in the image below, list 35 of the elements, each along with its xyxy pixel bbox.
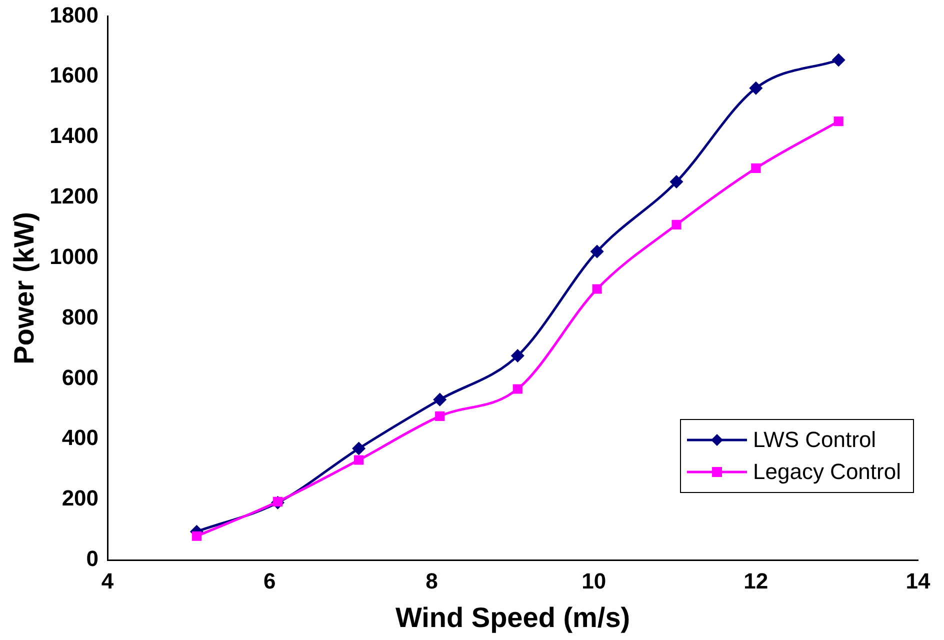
y-tick-label: 1400	[50, 123, 99, 148]
x-tick-label: 8	[426, 568, 438, 594]
x-tick-label: 10	[582, 568, 606, 594]
point	[750, 82, 762, 94]
point	[670, 176, 683, 188]
x-axis-title: Wind Speed (m/s)	[395, 602, 630, 633]
point	[590, 245, 604, 258]
y-axis-title: Power (kW)	[8, 212, 40, 364]
point	[511, 350, 524, 362]
y-tick-label: 400	[62, 425, 99, 450]
point	[352, 442, 366, 455]
point	[834, 116, 844, 126]
legend-label: LWS Control	[753, 426, 876, 453]
y-tick-label: 200	[62, 486, 99, 511]
point	[434, 393, 446, 406]
x-tick-label: 6	[264, 568, 276, 594]
y-tick-label: 1200	[50, 184, 99, 209]
y-tick-label: 0	[86, 546, 99, 572]
y-tick-label: 600	[62, 364, 99, 390]
y-tick-label: 1800	[50, 2, 99, 28]
y-tick-label: 1600	[50, 62, 99, 88]
point	[832, 54, 845, 66]
point	[592, 284, 602, 294]
point	[512, 384, 522, 394]
point	[672, 220, 682, 230]
y-tick-label: 800	[62, 304, 99, 330]
point	[354, 455, 364, 465]
point	[751, 163, 761, 173]
y-tick-label: 1000	[50, 244, 99, 269]
point	[192, 531, 202, 541]
legend-label: Legacy Control	[753, 458, 901, 485]
x-tick-label: 4	[101, 568, 114, 594]
x-tick-label: 12	[744, 568, 768, 594]
point	[435, 411, 445, 421]
x-tick-label: 14	[906, 568, 931, 594]
